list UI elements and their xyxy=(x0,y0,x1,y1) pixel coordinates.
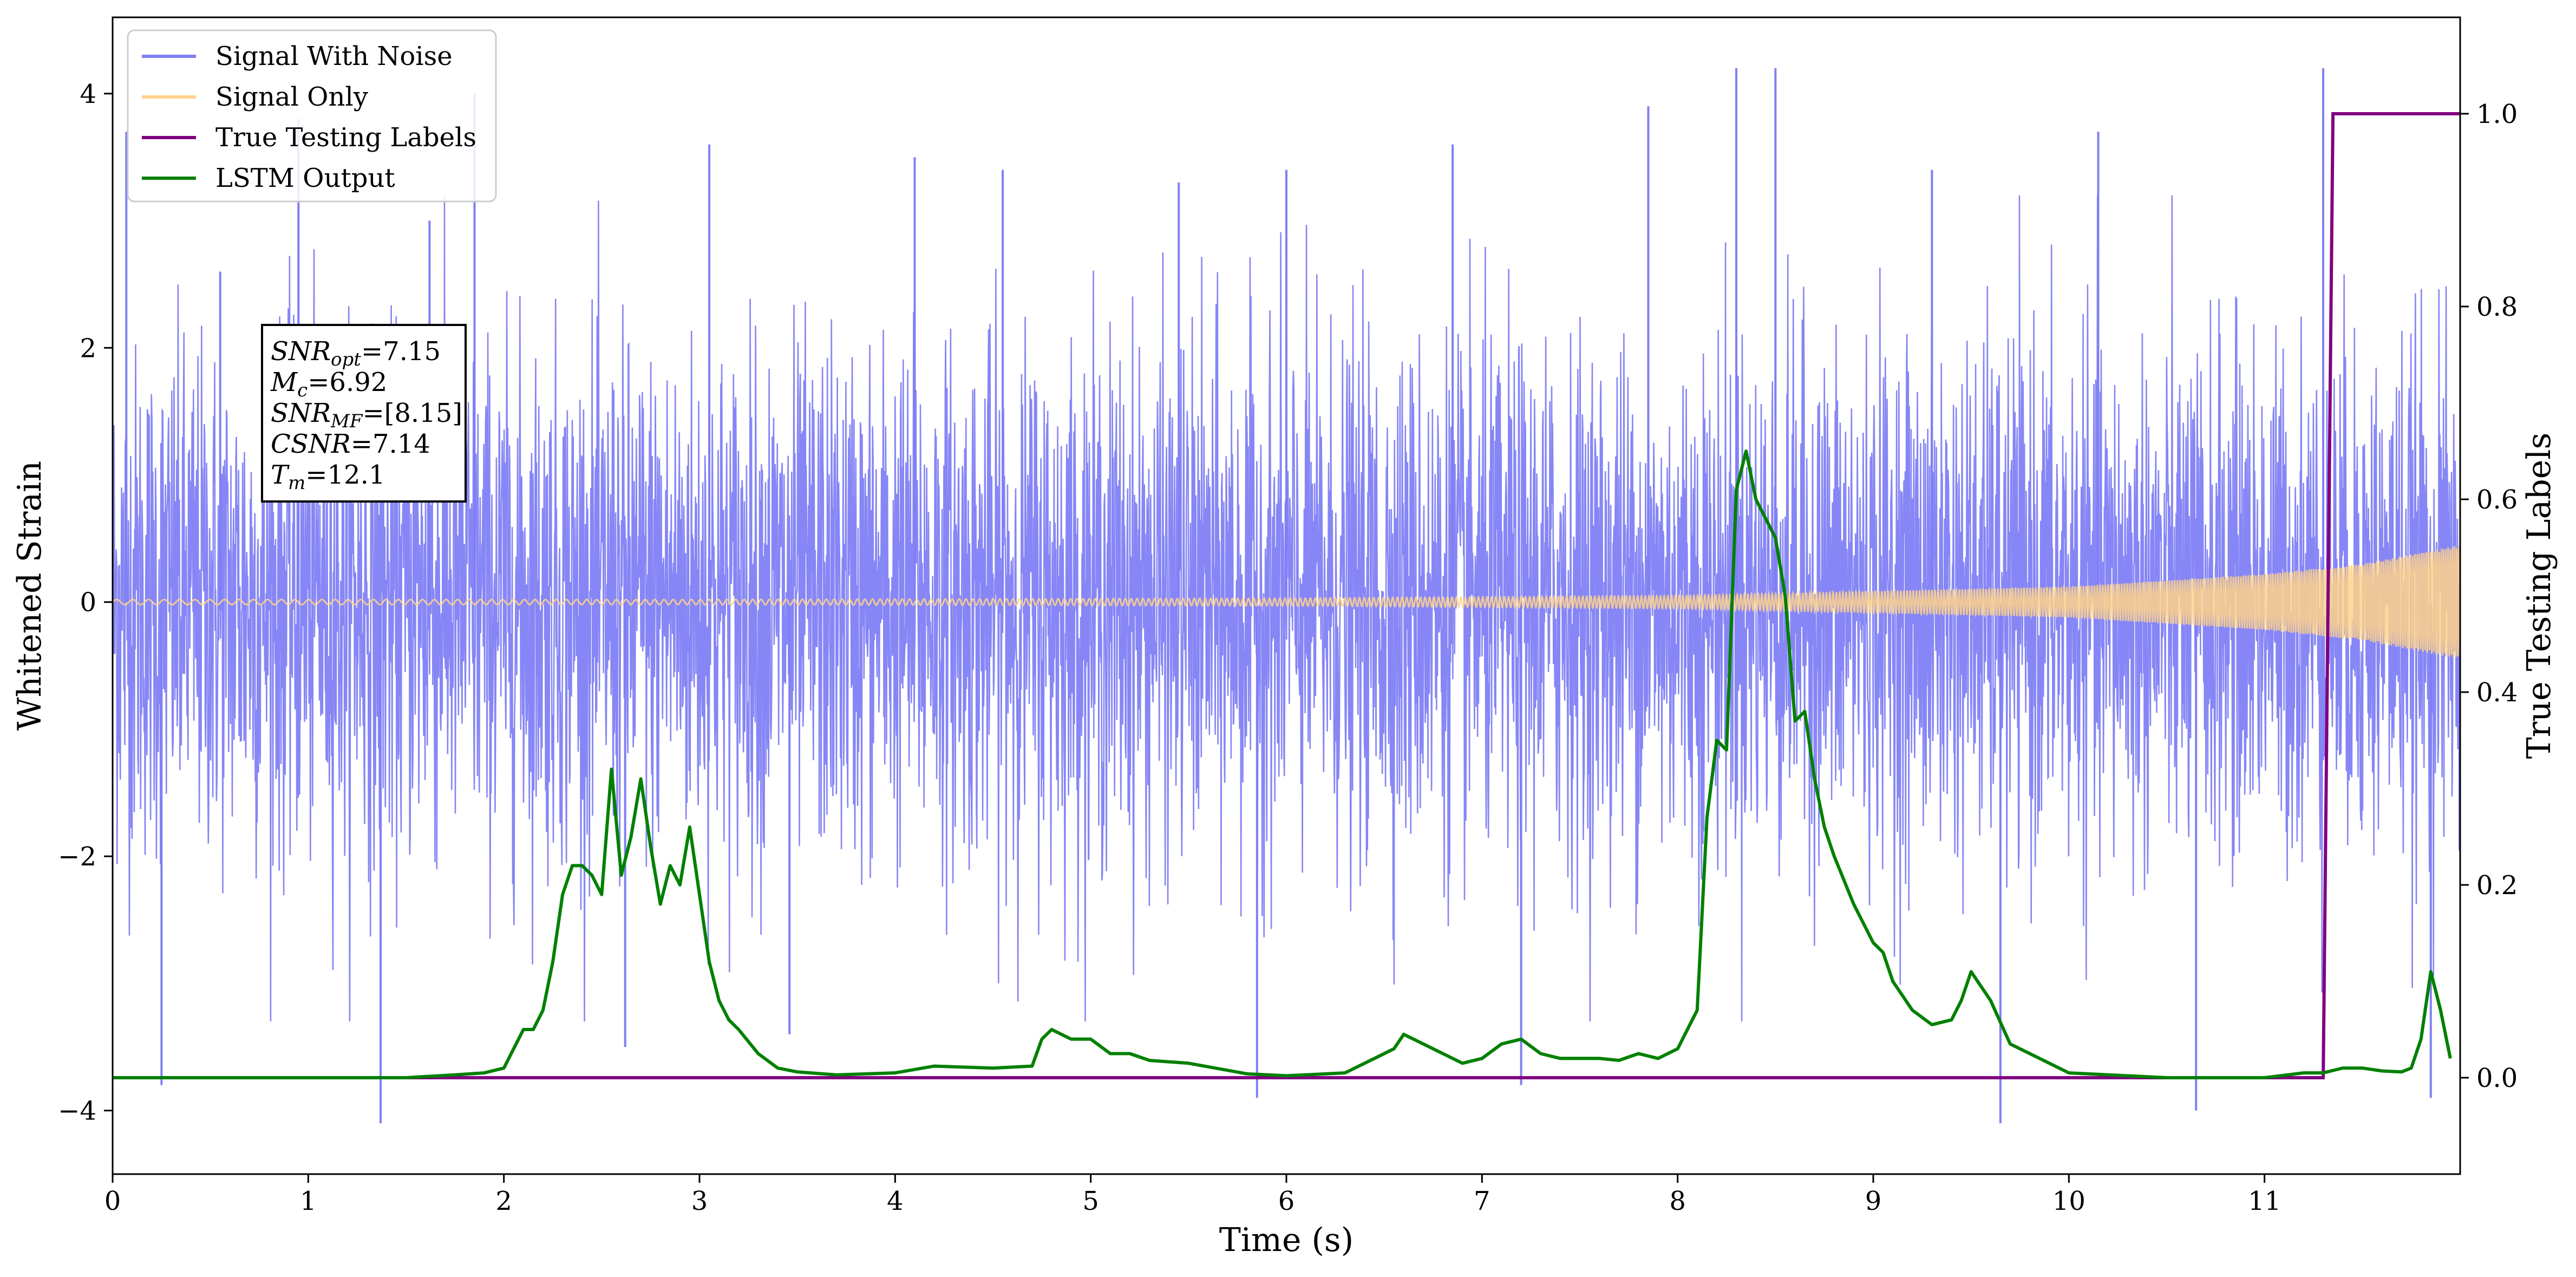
y2-tick-label-1: 0.2 xyxy=(2476,870,2518,901)
annotation-box: SNRopt=7.15Mc=6.92SNRMF=[8.15]CSNR=7.14T… xyxy=(261,324,467,503)
annotation-line-2: SNRMF=[8.15] xyxy=(271,398,462,432)
y-tick-label-0: 4 xyxy=(80,79,96,109)
x-tick-label-3: 3 xyxy=(691,1186,708,1216)
legend-label-3: LSTM Output xyxy=(215,163,395,193)
y2-tick-label-5: 1.0 xyxy=(2476,99,2518,129)
legend-box xyxy=(127,29,497,203)
y-tick-label-1: 2 xyxy=(80,333,96,363)
y-axis-label: Whitened Strain xyxy=(11,461,49,731)
y2-tick-label-3: 0.6 xyxy=(2476,485,2518,515)
x-tick-label-4: 4 xyxy=(887,1186,904,1216)
legend: Signal With Noise Signal Only True Testing… xyxy=(127,29,497,203)
x-tick-label-0: 0 xyxy=(104,1186,121,1216)
legend-label-2: True Testing Labels xyxy=(215,122,476,153)
x-tick-label-2: 2 xyxy=(495,1186,512,1216)
x-tick-label-8: 8 xyxy=(1669,1186,1686,1216)
y2-tick-label-4: 0.8 xyxy=(2476,292,2518,322)
annotation-line-4: Tm=12.1 xyxy=(271,460,385,494)
y-tick-label-4: −4 xyxy=(58,1096,96,1126)
x-tick-label-7: 7 xyxy=(1474,1186,1490,1216)
series-true-testing-labels xyxy=(113,112,2460,1079)
x-tick-label-10: 10 xyxy=(2052,1186,2085,1216)
y2-tick-label-0: 0.0 xyxy=(2476,1063,2518,1093)
annotation-line-1: Mc=6.92 xyxy=(270,367,387,401)
y-tick-label-3: −2 xyxy=(58,842,96,872)
y2-tick-label-2: 0.4 xyxy=(2476,677,2518,708)
axes: 0 1 2 3 4 5 6 7 8 9 10 11 4 2 0 −2 −4 0.0 0.2 0.4 0.6 0.8 1.0 T… xyxy=(11,16,2558,1259)
x-tick-label-5: 5 xyxy=(1082,1186,1099,1216)
legend-label-1: Signal Only xyxy=(215,82,368,112)
x-axis-label: Time (s) xyxy=(1219,1221,1354,1259)
annotation-frame xyxy=(261,324,467,503)
plot-area xyxy=(113,68,2460,1124)
x-tick-label-6: 6 xyxy=(1278,1186,1295,1216)
x-tick-label-9: 9 xyxy=(1865,1186,1882,1216)
y2-axis-label: True Testing Labels xyxy=(2520,433,2558,759)
series-signal-only xyxy=(113,546,2460,660)
series-signal-with-noise xyxy=(113,195,2460,1022)
y-tick-label-2: 0 xyxy=(80,588,96,618)
legend-label-0: Signal With Noise xyxy=(215,41,453,71)
x-tick-label-1: 1 xyxy=(300,1186,317,1216)
annotation-line-3: CSNR=7.14 xyxy=(271,429,430,459)
series-lstm-output xyxy=(113,449,2452,1079)
annotation-line-0: SNRopt=7.15 xyxy=(271,336,441,370)
x-tick-label-11: 11 xyxy=(2248,1186,2281,1216)
